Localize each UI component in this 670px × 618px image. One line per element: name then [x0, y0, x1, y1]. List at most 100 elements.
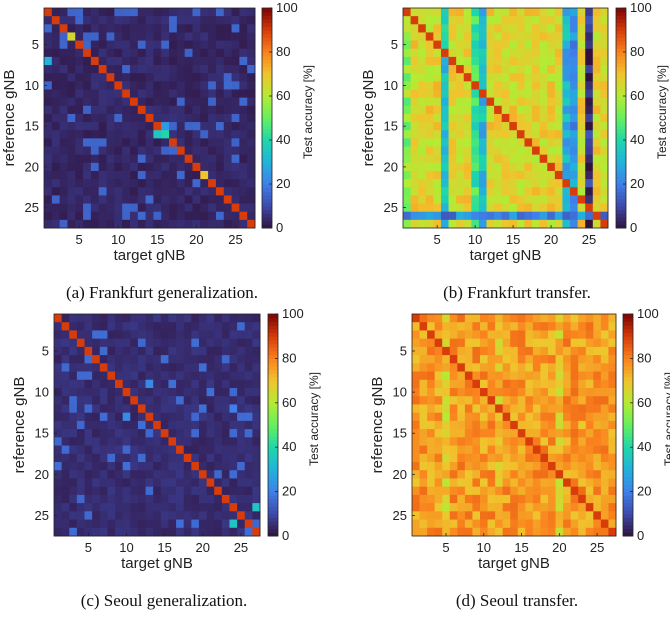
- colorbar-segment: [262, 220, 272, 225]
- colorbar-tick-label: 80: [276, 44, 290, 59]
- heatmap-cell: [75, 73, 84, 82]
- heatmap-cell: [137, 89, 146, 99]
- heatmap-cell: [161, 113, 170, 123]
- heatmap-cell: [517, 437, 526, 446]
- colorbar-segment: [623, 532, 633, 537]
- heatmap-cell: [525, 453, 534, 463]
- heatmap-cell: [563, 379, 572, 389]
- heatmap-cell: [471, 89, 480, 99]
- heatmap-cell: [457, 503, 466, 512]
- heatmap-cell: [169, 65, 178, 74]
- heatmap-cell: [434, 511, 443, 520]
- heatmap-cell: [137, 195, 146, 204]
- heatmap-cell: [67, 170, 76, 180]
- heatmap-cell: [183, 429, 192, 438]
- colorbar-segment: [623, 458, 633, 463]
- heatmap-cell: [456, 8, 465, 17]
- heatmap-cell: [494, 105, 503, 115]
- heatmap-cell: [153, 396, 162, 405]
- heatmap-cell: [532, 346, 541, 356]
- heatmap-cell: [67, 179, 76, 188]
- heatmap-cell: [169, 24, 178, 33]
- heatmap-cell: [570, 338, 579, 348]
- colorbar-segment: [268, 339, 278, 345]
- heatmap-cell: [206, 494, 215, 504]
- heatmap-cell: [51, 122, 61, 131]
- y-axis-label: reference gNB: [11, 377, 28, 474]
- heatmap-cell: [221, 503, 230, 512]
- y-tick-label: 5: [400, 344, 407, 359]
- colorbar-segment: [616, 147, 626, 152]
- heatmap-cell: [516, 170, 525, 180]
- heatmap-cell: [223, 154, 232, 164]
- heatmap-cell: [419, 527, 428, 537]
- heatmap-cell: [517, 429, 526, 438]
- heatmap-cell: [214, 330, 223, 340]
- heatmap-cell: [84, 371, 93, 381]
- heatmap-cell: [153, 187, 162, 196]
- heatmap-cell: [247, 8, 256, 17]
- heatmap-cell: [98, 89, 107, 99]
- heatmap-cell: [487, 371, 496, 381]
- heatmap-cell: [122, 89, 131, 99]
- heatmap-cell: [137, 494, 146, 504]
- heatmap-cell: [547, 105, 556, 115]
- colorbar-segment: [268, 428, 278, 433]
- heatmap-cell: [107, 404, 116, 414]
- heatmap-cell: [115, 519, 124, 529]
- heatmap-cell: [231, 105, 240, 115]
- heatmap-cell: [76, 346, 85, 356]
- heatmap-cell: [517, 420, 526, 430]
- heatmap-cell: [486, 154, 495, 164]
- heatmap-cell: [433, 56, 442, 66]
- heatmap-cell: [532, 404, 541, 414]
- heatmap-cell: [161, 73, 170, 82]
- heatmap-cell: [563, 371, 572, 381]
- heatmap-cell: [192, 32, 201, 41]
- heatmap-cell: [585, 437, 594, 446]
- heatmap-cell: [76, 503, 85, 512]
- heatmap-cell: [410, 154, 419, 164]
- heatmap-cell: [449, 338, 458, 348]
- colorbar-segment: [616, 52, 626, 57]
- heatmap-cell: [99, 412, 108, 422]
- heatmap-cell: [449, 437, 458, 446]
- heatmap-cell: [593, 388, 602, 397]
- heatmap-cell: [532, 478, 541, 488]
- heatmap-cell: [448, 73, 457, 82]
- heatmap-cell: [223, 89, 232, 99]
- heatmap-cell: [115, 470, 124, 479]
- heatmap-cell: [183, 453, 192, 463]
- heatmap-cell: [137, 412, 146, 422]
- heatmap-cell: [200, 187, 209, 196]
- x-tick-label: 25: [590, 540, 604, 555]
- heatmap-cell: [600, 470, 609, 479]
- heatmap-cell: [137, 519, 146, 529]
- heatmap-cell: [122, 48, 131, 58]
- heatmap-cell: [206, 486, 215, 496]
- heatmap-cell: [98, 130, 107, 139]
- heatmap-cell: [90, 56, 100, 66]
- heatmap-cell: [494, 179, 503, 188]
- heatmap-cell: [67, 211, 76, 221]
- heatmap-cell: [54, 363, 63, 372]
- heatmap-cell: [502, 322, 511, 331]
- heatmap-cell: [525, 379, 534, 389]
- colorbar-segment: [268, 317, 278, 322]
- heatmap-cell: [239, 97, 248, 107]
- heatmap-cell: [221, 388, 230, 397]
- heatmap-cell: [215, 122, 225, 131]
- heatmap-cell: [44, 219, 53, 229]
- heatmap-cell: [463, 113, 472, 123]
- heatmap-cell: [137, 379, 146, 389]
- heatmap-cell: [516, 105, 525, 115]
- heatmap-cell: [471, 16, 480, 25]
- heatmap-cell: [418, 195, 427, 204]
- colorbar-segment: [268, 332, 278, 337]
- heatmap-cell: [176, 146, 186, 156]
- heatmap-cell: [215, 170, 225, 180]
- heatmap-cell: [237, 420, 246, 430]
- colorbar-segment: [262, 59, 272, 64]
- heatmap-cell: [418, 56, 427, 66]
- heatmap-cell: [44, 130, 53, 139]
